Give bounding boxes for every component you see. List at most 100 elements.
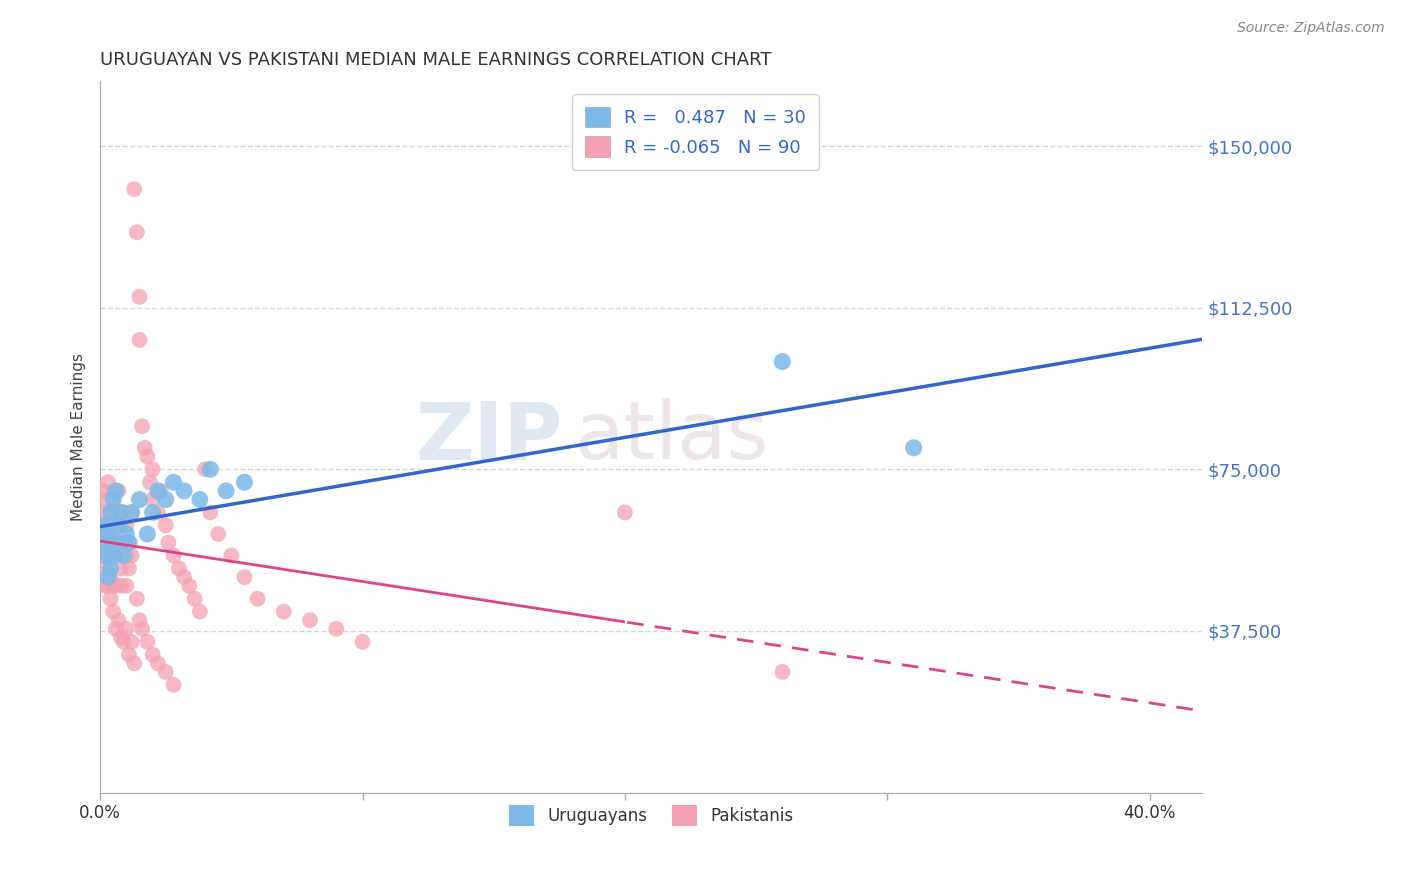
Point bbox=[112, 549, 135, 563]
Y-axis label: Median Male Earnings: Median Male Earnings bbox=[72, 353, 86, 521]
Point bbox=[97, 570, 120, 584]
Point bbox=[155, 492, 177, 507]
Point bbox=[94, 518, 117, 533]
Point bbox=[125, 591, 148, 606]
Point bbox=[103, 549, 125, 563]
Point bbox=[121, 549, 143, 563]
Point bbox=[142, 462, 165, 476]
Point bbox=[91, 518, 114, 533]
Point bbox=[97, 475, 120, 490]
Point bbox=[188, 605, 211, 619]
Point bbox=[162, 475, 184, 490]
Point bbox=[104, 579, 127, 593]
Point bbox=[122, 182, 145, 196]
Point bbox=[125, 225, 148, 239]
Point bbox=[94, 492, 117, 507]
Point bbox=[103, 518, 125, 533]
Point bbox=[100, 549, 122, 563]
Point bbox=[104, 549, 127, 563]
Point bbox=[107, 535, 129, 549]
Point bbox=[91, 535, 114, 549]
Point bbox=[110, 505, 132, 519]
Point bbox=[233, 475, 256, 490]
Point bbox=[91, 535, 114, 549]
Point bbox=[97, 527, 120, 541]
Point bbox=[100, 561, 122, 575]
Point bbox=[221, 549, 243, 563]
Point bbox=[118, 648, 141, 662]
Point bbox=[131, 419, 153, 434]
Point bbox=[100, 561, 122, 575]
Point bbox=[104, 505, 127, 519]
Point bbox=[167, 561, 190, 575]
Point bbox=[188, 492, 211, 507]
Point bbox=[97, 579, 120, 593]
Point bbox=[179, 579, 201, 593]
Point bbox=[100, 505, 122, 519]
Point bbox=[107, 483, 129, 498]
Point bbox=[142, 505, 165, 519]
Point bbox=[246, 591, 269, 606]
Point bbox=[97, 535, 120, 549]
Point bbox=[100, 570, 122, 584]
Text: Source: ZipAtlas.com: Source: ZipAtlas.com bbox=[1237, 21, 1385, 35]
Point bbox=[613, 505, 636, 519]
Point bbox=[136, 527, 159, 541]
Point bbox=[128, 333, 150, 347]
Point bbox=[112, 634, 135, 648]
Point bbox=[100, 505, 122, 519]
Point bbox=[104, 483, 127, 498]
Point bbox=[173, 483, 195, 498]
Point bbox=[128, 492, 150, 507]
Point bbox=[207, 527, 229, 541]
Point bbox=[142, 492, 165, 507]
Point bbox=[100, 527, 122, 541]
Point bbox=[94, 505, 117, 519]
Point bbox=[157, 535, 180, 549]
Point bbox=[146, 657, 169, 671]
Point bbox=[91, 549, 114, 563]
Point bbox=[215, 483, 238, 498]
Point bbox=[107, 518, 129, 533]
Point bbox=[128, 290, 150, 304]
Point bbox=[94, 579, 117, 593]
Point bbox=[121, 505, 143, 519]
Point bbox=[200, 462, 222, 476]
Point bbox=[110, 561, 132, 575]
Point bbox=[233, 570, 256, 584]
Point bbox=[97, 518, 120, 533]
Text: ZIP: ZIP bbox=[416, 398, 562, 476]
Point bbox=[107, 613, 129, 627]
Point bbox=[103, 492, 125, 507]
Point bbox=[134, 441, 156, 455]
Point bbox=[770, 354, 793, 368]
Point bbox=[94, 527, 117, 541]
Point bbox=[194, 462, 217, 476]
Point bbox=[146, 483, 169, 498]
Point bbox=[139, 475, 162, 490]
Legend: Uruguayans, Pakistanis: Uruguayans, Pakistanis bbox=[501, 797, 801, 834]
Point bbox=[162, 678, 184, 692]
Point bbox=[121, 505, 143, 519]
Point bbox=[118, 535, 141, 549]
Point bbox=[136, 450, 159, 464]
Point bbox=[173, 570, 195, 584]
Point bbox=[103, 492, 125, 507]
Point bbox=[110, 518, 132, 533]
Point bbox=[903, 441, 925, 455]
Point bbox=[104, 535, 127, 549]
Point bbox=[299, 613, 322, 627]
Point bbox=[183, 591, 205, 606]
Point bbox=[142, 648, 165, 662]
Point bbox=[162, 549, 184, 563]
Point bbox=[146, 505, 169, 519]
Point bbox=[325, 622, 347, 636]
Point bbox=[110, 579, 132, 593]
Point bbox=[273, 605, 295, 619]
Point bbox=[121, 634, 143, 648]
Point bbox=[352, 634, 374, 648]
Point bbox=[115, 622, 138, 636]
Point bbox=[91, 483, 114, 498]
Point bbox=[104, 622, 127, 636]
Point bbox=[115, 518, 138, 533]
